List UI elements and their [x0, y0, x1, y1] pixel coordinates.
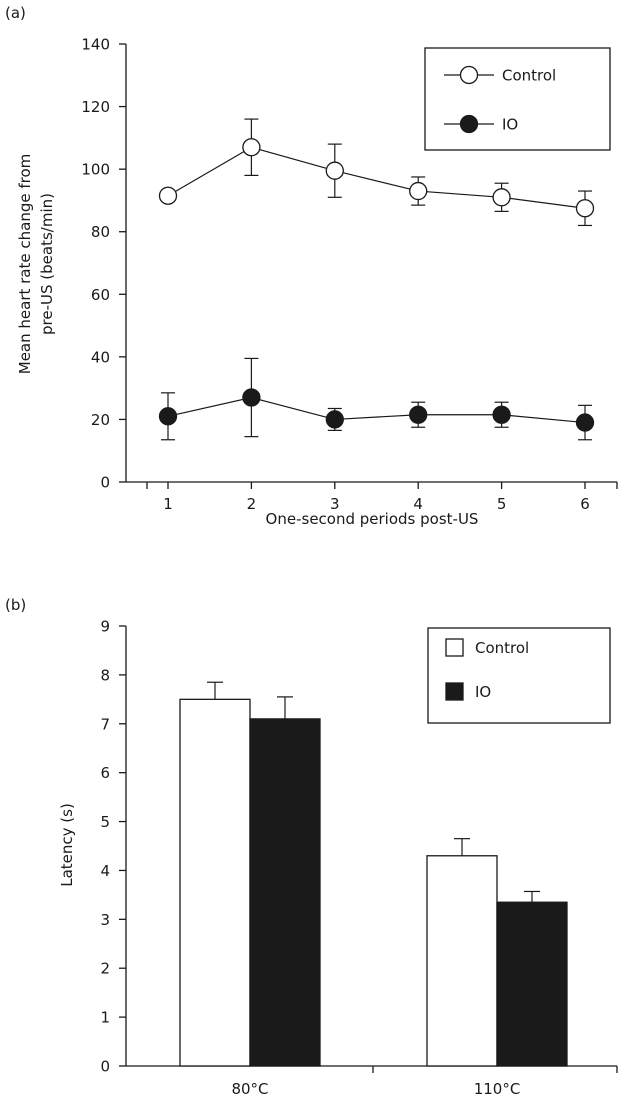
panel-b-bar-chart: (b) Latency (s) 0 1 2 3 4 5 6 7 8 9 80°C 110°C Con…: [5, 596, 618, 1098]
panel-b-y-tick-label: 2: [100, 960, 110, 978]
panel-a-line-chart: (a) Mean heart rate change from pre-US (…: [5, 4, 618, 528]
panel-b-y-axis-title: Latency (s): [58, 803, 76, 887]
panel-a-x-tick-label: 1: [163, 495, 173, 513]
panel-a-series-line-io: [167, 396, 586, 424]
panel-a-y-tick-label: 40: [91, 348, 110, 366]
panel-b-legend-io-label: IO: [475, 683, 491, 701]
panel-b-y-tick-label: 9: [100, 618, 110, 636]
panel-b-bar-control: [426, 855, 498, 1067]
panel-b-bar-io: [496, 901, 568, 1067]
panel-b-x-ticks: 80°C 110°C: [231, 1066, 618, 1098]
panel-a-point-control: [575, 199, 595, 218]
panel-a-y-tick-label: 60: [91, 286, 110, 304]
panel-b-bar-control: [179, 698, 251, 1067]
panel-a-point-control: [242, 138, 261, 157]
panel-a-legend-io-marker: [459, 114, 479, 134]
panel-a-y-tick-label: 120: [81, 98, 110, 116]
panel-a-y-tick-label: 100: [81, 161, 110, 179]
panel-a-plot-area: [158, 118, 595, 441]
panel-a-legend-io-label: IO: [502, 116, 518, 134]
panel-a-x-axis-title: One-second periods post-US: [266, 510, 479, 528]
panel-a-y-tick-label: 20: [91, 411, 110, 429]
panel-a-legend-control-marker: [459, 65, 479, 85]
panel-a-y-tick-label: 80: [91, 223, 110, 241]
panel-a-y-axis-title-line1: Mean heart rate change from: [16, 154, 34, 375]
panel-b-bar-io: [249, 718, 321, 1067]
panel-b-legend-control-swatch: [445, 638, 464, 657]
panel-a-y-tick-label: 140: [81, 36, 110, 54]
panel-a-series-line-control: [167, 146, 586, 209]
panel-b-x-tick-label: 80°C: [231, 1080, 268, 1098]
panel-a-x-tick-label: 5: [497, 495, 507, 513]
panel-a-series-io: [158, 357, 595, 441]
panel-b-label: (b): [5, 596, 26, 614]
panel-b-y-tick-label: 7: [100, 715, 110, 733]
panel-a-point-io: [409, 405, 428, 424]
panel-b-y-tick-label: 3: [100, 911, 110, 929]
panel-a-point-io: [492, 405, 511, 424]
panel-a-y-ticks: 0 20 40 60 80 100 120 140: [81, 36, 126, 492]
panel-a-x-tick-label: 6: [580, 495, 590, 513]
panel-a-legend: Control IO: [424, 47, 611, 151]
panel-a-point-control: [158, 186, 178, 205]
panel-a-legend-control-label: Control: [502, 67, 556, 85]
panel-a-legend-box: [424, 47, 611, 151]
panel-a-point-control: [492, 188, 511, 207]
panel-b-legend-control-label: Control: [475, 639, 529, 657]
panel-a-y-axis-title-line2: pre-US (beats/min): [38, 193, 56, 335]
panel-a-x-tick-label: 2: [247, 495, 257, 513]
panel-a-point-control: [325, 161, 344, 180]
panel-a-point-io: [575, 413, 595, 432]
panel-a-point-io: [242, 388, 261, 407]
panel-b-plot-area: [179, 681, 568, 1067]
panel-a-series-control: [158, 118, 595, 227]
panel-a-point-control: [409, 181, 428, 201]
panel-b-y-tick-label: 4: [100, 862, 110, 880]
panel-b-y-tick-label: 1: [100, 1009, 110, 1027]
panel-a-x-tick-label: 4: [413, 495, 423, 513]
panel-b-y-ticks: 0 1 2 3 4 5 6 7 8 9: [100, 618, 126, 1076]
panel-b-y-tick-label: 8: [100, 666, 110, 684]
panel-a-x-ticks: 1 2 3 4 5 6: [146, 482, 618, 513]
panel-b-legend: Control IO: [427, 627, 611, 724]
panel-b-legend-io-swatch: [445, 682, 464, 701]
panel-b-y-tick-label: 0: [100, 1058, 110, 1076]
panel-a-label: (a): [5, 4, 26, 22]
panel-b-y-tick-label: 5: [100, 813, 110, 831]
panel-a-x-tick-label: 3: [330, 495, 340, 513]
panel-a-point-io: [158, 407, 178, 426]
panel-b-x-tick-label: 110°C: [474, 1080, 521, 1098]
panel-a-y-axis-title: Mean heart rate change from pre-US (beat…: [16, 154, 56, 375]
panel-b-y-tick-label: 6: [100, 764, 110, 782]
panel-a-point-io: [325, 410, 344, 429]
panel-a-y-tick-label: 0: [100, 474, 110, 492]
